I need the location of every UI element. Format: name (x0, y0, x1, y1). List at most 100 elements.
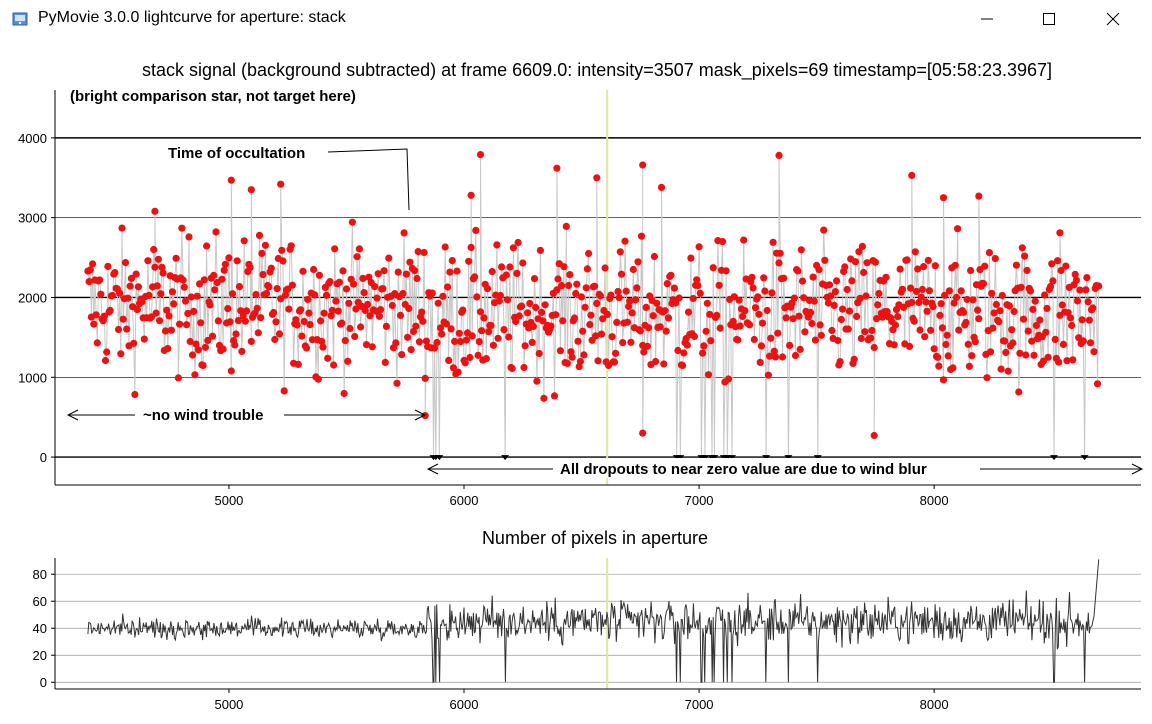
data-point (694, 281, 702, 290)
data-point (302, 344, 311, 352)
data-point (331, 245, 339, 253)
data-point (767, 334, 775, 342)
data-point (862, 292, 870, 300)
dropouts-label-bg (555, 458, 980, 478)
data-point (393, 379, 401, 387)
data-point (338, 319, 346, 327)
data-point (863, 259, 871, 267)
data-point (176, 320, 184, 328)
data-point (118, 224, 126, 232)
data-point (868, 326, 876, 335)
data-point (702, 327, 710, 335)
data-point (523, 309, 532, 317)
data-point (615, 294, 623, 302)
data-point (1028, 337, 1036, 345)
data-point (465, 257, 473, 265)
data-point (220, 266, 228, 274)
data-point (493, 241, 501, 249)
data-point (794, 267, 802, 275)
data-point (1072, 276, 1080, 284)
data-point (824, 299, 833, 307)
data-point (613, 318, 621, 326)
data-point (466, 353, 474, 362)
data-point (768, 289, 776, 297)
data-point (1018, 244, 1026, 252)
data-point (700, 342, 708, 350)
data-point (567, 348, 575, 356)
data-point (1036, 316, 1044, 324)
close-button[interactable] (1090, 0, 1136, 38)
data-point (703, 299, 711, 307)
data-point (801, 328, 809, 336)
data-point (134, 283, 142, 291)
data-point (488, 268, 496, 276)
data-point (114, 325, 123, 334)
data-point (532, 303, 540, 312)
data-point (153, 282, 161, 290)
occultation-pointer (327, 148, 410, 211)
data-point (547, 322, 555, 330)
data-point (1031, 297, 1039, 305)
data-point (746, 321, 754, 329)
data-point (789, 315, 797, 323)
data-point (921, 333, 929, 341)
data-point (786, 341, 794, 349)
minimize-button[interactable] (964, 0, 1010, 38)
data-point (577, 293, 586, 301)
data-point (407, 346, 415, 354)
data-point (774, 329, 782, 337)
data-point (898, 285, 907, 293)
data-point (755, 310, 763, 318)
data-point (419, 317, 427, 325)
data-point (454, 368, 462, 376)
dropouts-arrowhead-left (426, 463, 439, 475)
data-point (278, 246, 286, 254)
data-point (455, 329, 463, 337)
data-point (661, 307, 669, 315)
data-point (962, 318, 970, 327)
data-point (299, 267, 307, 275)
data-point (381, 358, 389, 366)
data-point (210, 271, 218, 279)
data-point (639, 161, 647, 169)
data-point (311, 291, 319, 299)
data-point (150, 245, 158, 254)
data-point (809, 273, 817, 281)
data-point (684, 308, 693, 316)
data-point (954, 225, 962, 233)
maximize-button[interactable] (1026, 0, 1072, 38)
data-point (944, 352, 952, 360)
data-point (225, 254, 233, 262)
data-point (380, 267, 388, 275)
data-point (462, 336, 470, 344)
data-point (483, 285, 492, 293)
data-point (446, 268, 454, 276)
data-point (1079, 337, 1087, 345)
data-point (474, 351, 482, 359)
data-point (915, 298, 923, 307)
data-point (719, 238, 727, 246)
data-point (246, 263, 254, 271)
data-point (277, 180, 285, 188)
data-point (968, 352, 976, 360)
data-point (200, 276, 208, 284)
data-point (572, 289, 580, 298)
data-point (855, 248, 863, 256)
data-point (449, 364, 457, 372)
data-point (257, 314, 265, 322)
dropout-point (784, 455, 793, 461)
data-point (1076, 286, 1084, 294)
data-point (998, 291, 1006, 300)
x-tick-label: 5000 (214, 493, 243, 508)
data-point (844, 325, 852, 333)
data-point (1062, 262, 1070, 270)
data-point (186, 337, 194, 346)
data-point (837, 315, 845, 324)
data-point (981, 262, 989, 270)
data-point (172, 254, 180, 262)
data-point (843, 285, 851, 294)
data-point (934, 353, 942, 361)
data-point (751, 304, 760, 312)
data-point (293, 321, 301, 329)
x-tick-label: 7000 (685, 697, 714, 712)
